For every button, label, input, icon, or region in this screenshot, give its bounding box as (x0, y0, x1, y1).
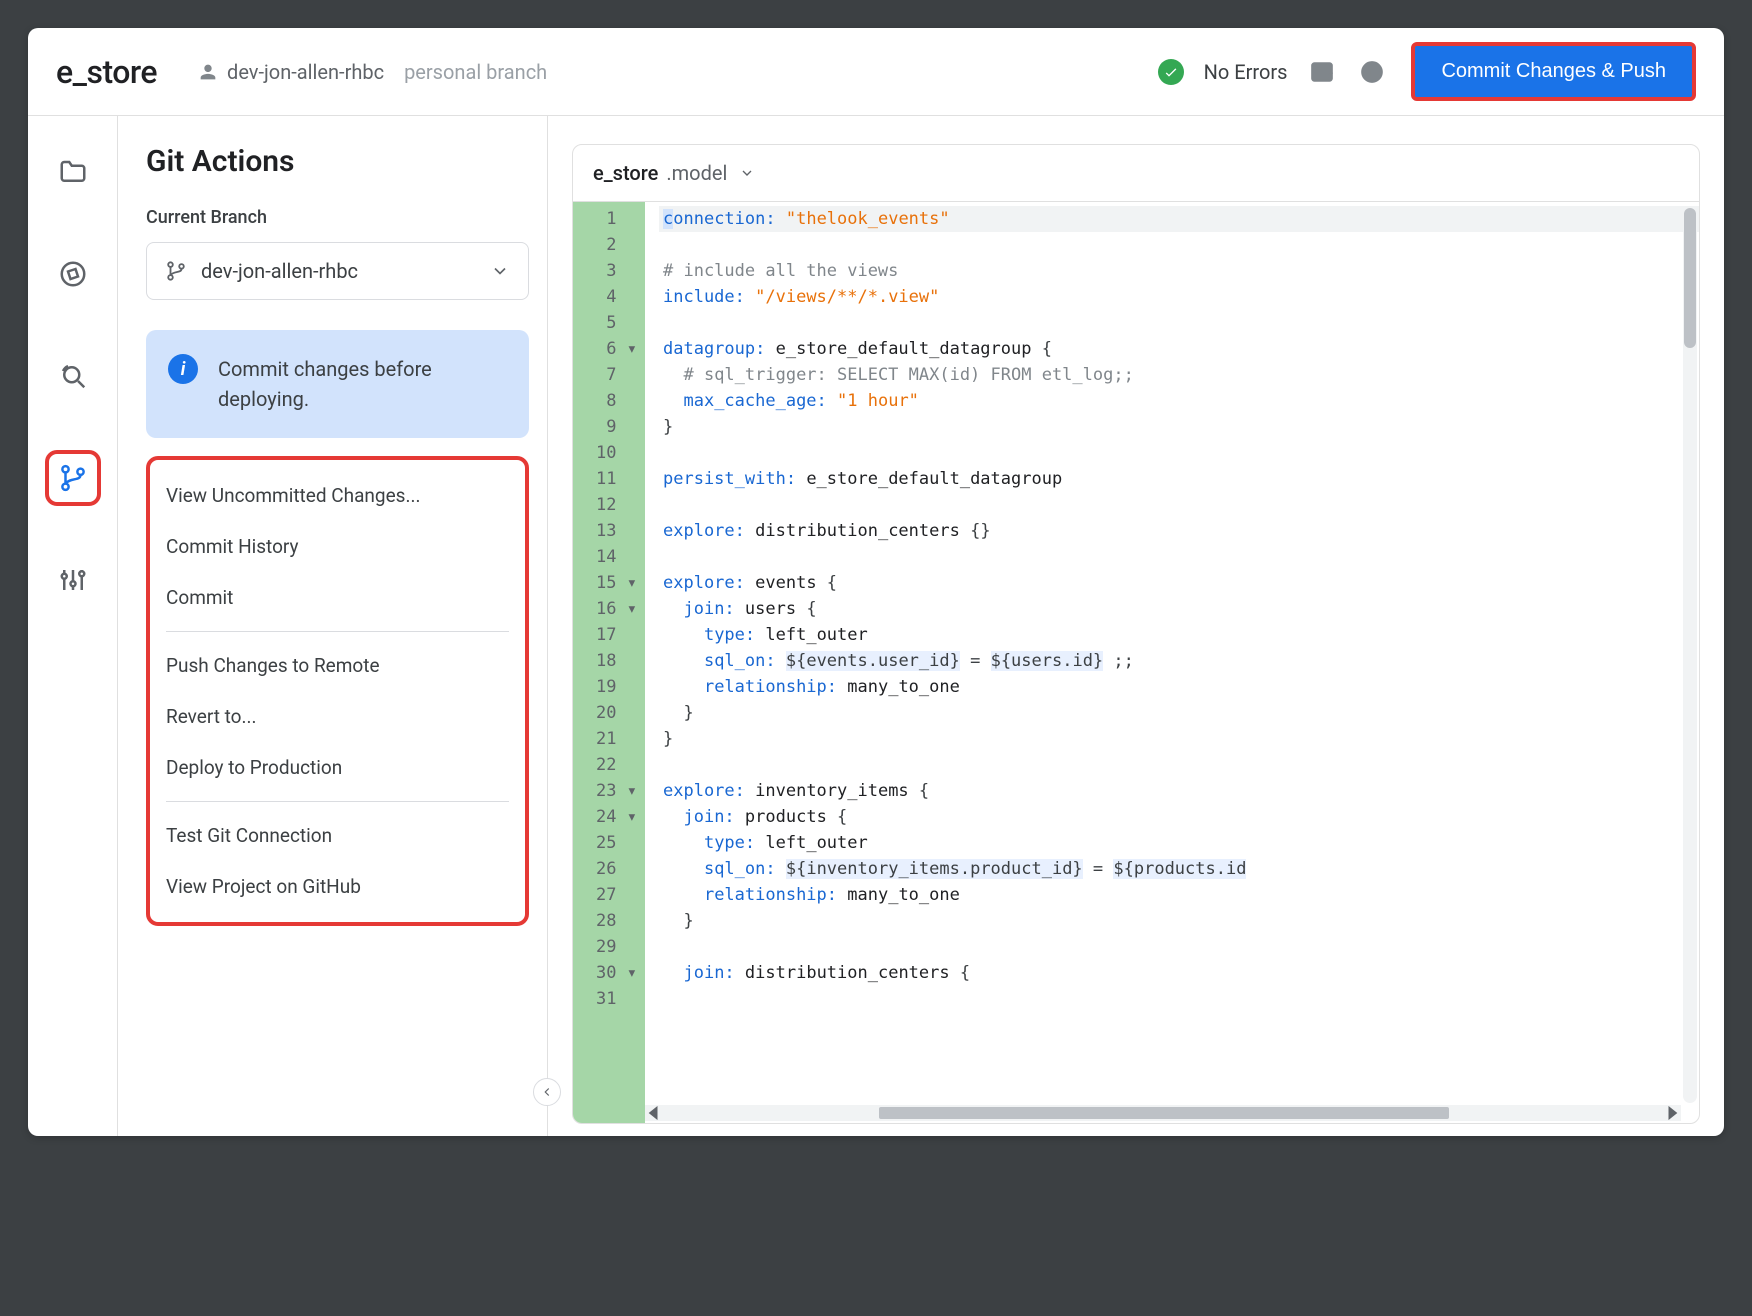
chevron-left-icon (540, 1085, 554, 1099)
code-line[interactable]: # include all the views (659, 258, 1699, 284)
divider (166, 631, 509, 632)
scrollbar-thumb[interactable] (1684, 208, 1696, 348)
code-line[interactable]: type: left_outer (659, 622, 1699, 648)
icon-rail (28, 116, 118, 1136)
code-line[interactable]: relationship: many_to_one (659, 882, 1699, 908)
header-bar: e_store dev-jon-allen-rhbc personal bran… (28, 28, 1724, 116)
git-action-item[interactable]: Deploy to Production (150, 742, 525, 793)
info-icon: i (168, 354, 198, 384)
git-action-item[interactable]: Push Changes to Remote (150, 640, 525, 691)
folder-icon (58, 157, 88, 187)
code-line[interactable] (659, 986, 1699, 1012)
body: Git Actions Current Branch dev-jon-allen… (28, 116, 1724, 1136)
code-line[interactable]: type: left_outer (659, 830, 1699, 856)
code-line[interactable]: explore: distribution_centers {} (659, 518, 1699, 544)
divider (166, 801, 509, 802)
chevron-down-icon (490, 261, 510, 281)
app-window: e_store dev-jon-allen-rhbc personal bran… (28, 28, 1724, 1136)
code-line[interactable]: explore: events { (659, 570, 1699, 596)
code-line[interactable]: } (659, 414, 1699, 440)
compass-icon (58, 259, 88, 289)
code-line[interactable] (659, 310, 1699, 336)
project-name: e_store (56, 53, 157, 91)
info-banner-text: Commit changes before deploying. (218, 354, 507, 414)
code-line[interactable]: join: distribution_centers { (659, 960, 1699, 986)
git-action-item[interactable]: View Project on GitHub (150, 861, 525, 912)
code-line[interactable]: } (659, 726, 1699, 752)
git-action-item[interactable]: View Uncommitted Changes... (150, 470, 525, 521)
code-line[interactable] (659, 934, 1699, 960)
git-action-item[interactable]: Test Git Connection (150, 810, 525, 861)
no-errors-text: No Errors (1204, 60, 1288, 84)
code-line[interactable]: relationship: many_to_one (659, 674, 1699, 700)
rail-git-button[interactable] (45, 450, 101, 506)
code-line[interactable]: sql_on: ${inventory_items.product_id} = … (659, 856, 1699, 882)
code-line[interactable]: join: users { (659, 596, 1699, 622)
search-refresh-icon (58, 361, 88, 391)
code-line[interactable]: persist_with: e_store_default_datagroup (659, 466, 1699, 492)
scrollbar-vertical[interactable] (1683, 206, 1697, 1103)
file-name: e_store (593, 161, 658, 185)
code-line[interactable]: connection: "thelook_events" (659, 206, 1699, 232)
code-line[interactable]: } (659, 700, 1699, 726)
branch-user-text: dev-jon-allen-rhbc (227, 60, 384, 84)
current-branch-label: Current Branch (146, 207, 529, 228)
code-line[interactable]: include: "/views/**/*.view" (659, 284, 1699, 310)
sliders-icon (58, 565, 88, 595)
code-line[interactable]: join: products { (659, 804, 1699, 830)
code-content[interactable]: connection: "thelook_events" # include a… (645, 202, 1699, 1123)
info-banner: i Commit changes before deploying. (146, 330, 529, 438)
git-actions-panel: Git Actions Current Branch dev-jon-allen… (118, 116, 548, 1136)
rail-search-button[interactable] (45, 348, 101, 404)
scrollbar-thumb[interactable] (879, 1107, 1449, 1119)
code-line[interactable]: # sql_trigger: SELECT MAX(id) FROM etl_l… (659, 362, 1699, 388)
git-action-item[interactable]: Revert to... (150, 691, 525, 742)
editor-card: e_store .model 1 2 3 4 5 6 ▾ 7 8 9 10 11 … (572, 144, 1700, 1124)
code-line[interactable]: max_cache_age: "1 hour" (659, 388, 1699, 414)
code-line[interactable] (659, 232, 1699, 258)
rail-explore-button[interactable] (45, 246, 101, 302)
chevron-down-icon (739, 165, 755, 181)
branch-select[interactable]: dev-jon-allen-rhbc (146, 242, 529, 300)
panel-title: Git Actions (146, 144, 529, 179)
code-line[interactable] (659, 440, 1699, 466)
code-line[interactable]: sql_on: ${events.user_id} = ${users.id} … (659, 648, 1699, 674)
branch-chip[interactable]: dev-jon-allen-rhbc (197, 60, 384, 84)
code-line[interactable] (659, 492, 1699, 518)
commit-push-button[interactable]: Commit Changes & Push (1411, 42, 1696, 101)
file-ext: .model (666, 161, 727, 185)
branch-description: personal branch (404, 60, 547, 84)
code-line[interactable] (659, 544, 1699, 570)
info-button[interactable] (1357, 57, 1387, 87)
git-action-item[interactable]: Commit (150, 572, 525, 623)
scrollbar-horizontal[interactable] (645, 1105, 1681, 1121)
code-line[interactable]: datagroup: e_store_default_datagroup { (659, 336, 1699, 362)
collapse-panel-button[interactable] (533, 1078, 561, 1106)
code-line[interactable]: } (659, 908, 1699, 934)
validate-list-button[interactable] (1307, 57, 1337, 87)
code-editor[interactable]: 1 2 3 4 5 6 ▾ 7 8 9 10 11 12 13 14 15 ▾ … (573, 202, 1699, 1123)
scroll-left-icon[interactable] (647, 1106, 661, 1120)
git-action-item[interactable]: Commit History (150, 521, 525, 572)
status-group: No Errors (1158, 57, 1388, 87)
code-line[interactable]: explore: inventory_items { (659, 778, 1699, 804)
editor-area: e_store .model 1 2 3 4 5 6 ▾ 7 8 9 10 11 … (548, 116, 1724, 1136)
person-icon (197, 61, 219, 83)
rail-settings-button[interactable] (45, 552, 101, 608)
file-tab[interactable]: e_store .model (573, 145, 1699, 202)
git-actions-list: View Uncommitted Changes...Commit Histor… (146, 456, 529, 926)
rail-files-button[interactable] (45, 144, 101, 200)
git-branch-icon (58, 463, 88, 493)
scroll-right-icon[interactable] (1665, 1106, 1679, 1120)
code-line[interactable] (659, 752, 1699, 778)
line-gutter: 1 2 3 4 5 6 ▾ 7 8 9 10 11 12 13 14 15 ▾ … (573, 202, 645, 1123)
check-circle-icon (1158, 59, 1184, 85)
git-branch-icon (165, 259, 187, 283)
branch-select-value: dev-jon-allen-rhbc (201, 259, 476, 283)
